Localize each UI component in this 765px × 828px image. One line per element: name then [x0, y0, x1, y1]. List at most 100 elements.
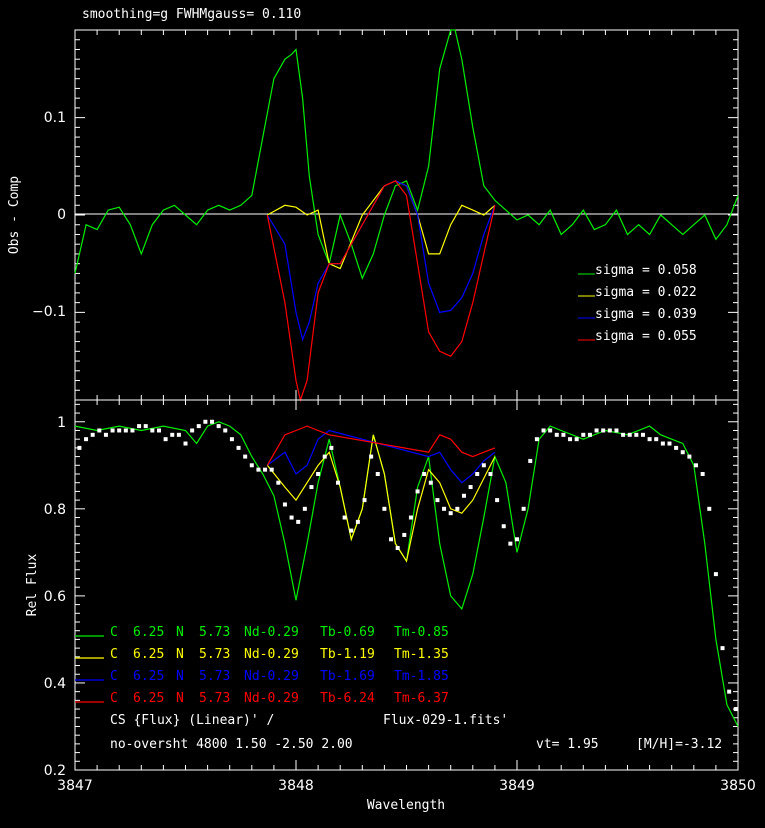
observed-point	[561, 432, 566, 437]
top-series-group	[74, 29, 739, 403]
legend-label-blue: sigma = 0.039	[595, 307, 697, 322]
top-ylabel: Obs - Comp	[7, 176, 22, 254]
abundance-cell: N	[176, 647, 184, 662]
observed-point	[614, 428, 619, 433]
observed-point	[468, 485, 473, 490]
observed-point	[309, 485, 314, 490]
abundance-cell: Nd-0.29	[244, 691, 299, 706]
observed-point	[587, 432, 592, 437]
observed-point	[170, 432, 175, 437]
observed-point	[77, 445, 82, 450]
abundance-cell: 6.25	[133, 691, 164, 706]
top-panel-ticks	[74, 29, 739, 401]
observed-point	[501, 524, 506, 529]
observed-point	[428, 480, 433, 485]
observed-point	[123, 428, 128, 433]
abundance-cell: C	[110, 647, 118, 662]
observed-point	[674, 445, 679, 450]
top-ytick-0: 0	[57, 207, 66, 223]
abundance-cell: Tm-1.85	[394, 669, 449, 684]
observed-point	[362, 498, 367, 503]
observed-point	[289, 515, 294, 520]
observed-point	[475, 472, 480, 476]
observed-point	[322, 454, 327, 459]
observed-point	[190, 428, 195, 433]
observed-point	[382, 506, 387, 511]
series-line-0-0	[74, 29, 739, 280]
bottom-panel-ticks	[74, 400, 739, 771]
observed-point	[150, 428, 155, 433]
observed-point	[495, 498, 500, 503]
observed-point	[223, 428, 228, 433]
observed-point	[435, 498, 440, 503]
bottom-ylabel: Rel Flux	[25, 554, 40, 617]
observed-point	[276, 480, 281, 485]
observed-point	[700, 472, 705, 476]
observed-point	[249, 463, 254, 468]
observed-point	[296, 519, 301, 524]
top-ytick-neg0.1: −0.1	[32, 304, 66, 320]
abundance-cell: 5.73	[199, 625, 230, 640]
observed-point	[568, 437, 573, 442]
observed-point	[210, 419, 215, 424]
observed-point	[442, 506, 447, 511]
observed-point	[236, 445, 241, 450]
top-ytick-0.1: 0.1	[44, 110, 66, 126]
observed-point	[183, 441, 188, 446]
observed-point	[203, 419, 208, 424]
observed-point	[528, 458, 533, 463]
abundance-cell: 5.73	[199, 647, 230, 662]
legend-label-yellow: sigma = 0.022	[595, 285, 697, 300]
xtick-3847: 3847	[57, 778, 93, 794]
observed-point	[627, 432, 632, 437]
observed-point	[534, 437, 539, 442]
observed-point	[515, 537, 519, 542]
observed-point	[408, 515, 413, 520]
observed-point	[369, 454, 374, 459]
abundance-cell: 5.73	[199, 669, 230, 684]
observed-point	[130, 428, 135, 433]
abundance-cell: N	[176, 625, 184, 640]
observed-point	[640, 432, 645, 437]
abundance-cell: Tm-0.85	[394, 625, 449, 640]
observed-point	[163, 437, 168, 442]
observed-point	[660, 441, 665, 446]
observed-point	[282, 502, 287, 507]
observed-point	[707, 506, 712, 511]
observed-point	[395, 546, 400, 550]
observed-point	[415, 489, 420, 494]
observed-point	[647, 437, 652, 442]
xtick-3849: 3849	[499, 778, 535, 794]
top-legend: sigma = 0.058 sigma = 0.022 sigma = 0.03…	[578, 263, 697, 344]
observed-point	[667, 441, 672, 446]
top-panel-frame	[74, 29, 739, 401]
observed-point	[694, 463, 699, 468]
abundance-legend: C 6.25 N 5.73 Nd-0.29 Tb-0.69 Tm-0.85 C 6.25 N 5.7…	[75, 625, 449, 706]
series-line-1-1	[266, 434, 496, 563]
observed-point	[137, 424, 142, 429]
abundance-cell: N	[176, 669, 184, 684]
abundance-cell: Tb-1.69	[320, 669, 375, 684]
abundance-cell: C	[110, 669, 118, 684]
bot-ytick-1: 1	[57, 415, 66, 431]
legend-label-red: sigma = 0.055	[595, 329, 697, 344]
observed-point	[335, 480, 340, 485]
observed-point	[448, 511, 453, 516]
observed-point	[601, 428, 606, 433]
abundance-cell: Tb-6.24	[320, 691, 375, 706]
observed-point	[84, 437, 89, 442]
observed-point	[733, 707, 738, 712]
observed-point	[156, 428, 161, 433]
observed-point	[554, 432, 559, 437]
observed-point	[720, 646, 725, 651]
observed-point	[90, 432, 95, 437]
observed-point	[243, 454, 248, 459]
abundance-cell: Tm-6.37	[394, 691, 449, 706]
abundance-cell: Nd-0.29	[244, 625, 299, 640]
series-line-1-2	[266, 429, 496, 484]
observed-point	[488, 472, 493, 476]
mh-value: [M/H]=-3.12	[636, 737, 722, 752]
observed-point	[117, 428, 122, 433]
observed-point	[621, 432, 626, 437]
observed-point	[269, 467, 274, 472]
